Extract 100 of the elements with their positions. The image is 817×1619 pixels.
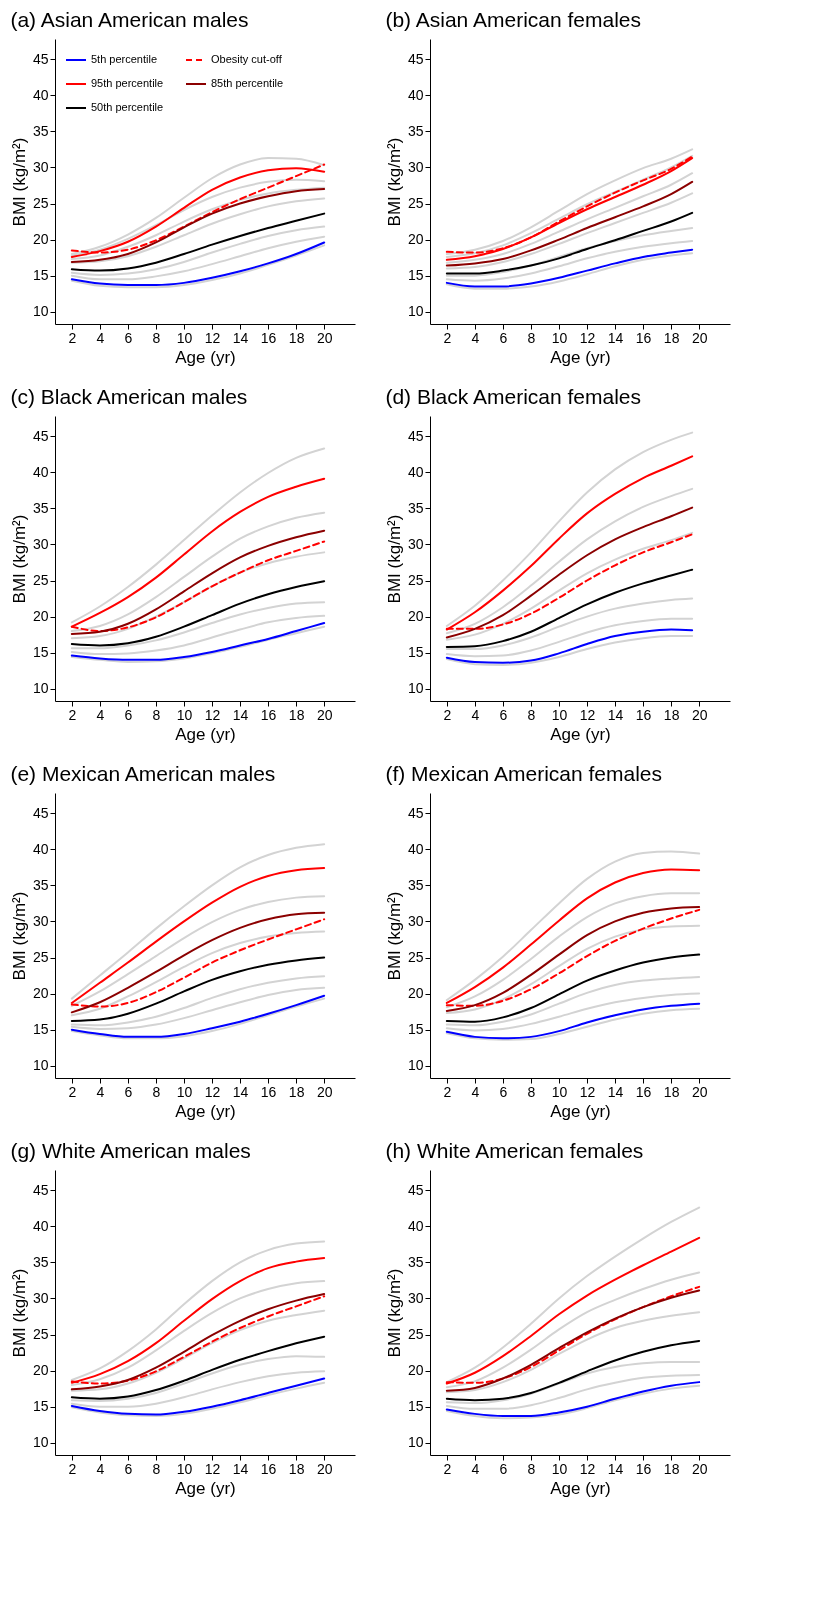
- x-axis-title: Age (yr): [175, 724, 236, 744]
- x-tick-label: 16: [635, 1460, 652, 1477]
- x-tick-label: 16: [635, 706, 652, 723]
- chart-title: (d) Black American females: [385, 385, 642, 408]
- x-tick-label: 6: [499, 706, 508, 723]
- y-tick-label: 25: [32, 572, 49, 589]
- y-tick-label: 35: [407, 1253, 424, 1270]
- x-tick-label: 8: [152, 1460, 161, 1477]
- x-tick-label: 2: [68, 1460, 77, 1477]
- y-tick-label: 30: [407, 158, 424, 175]
- x-axis-title: Age (yr): [175, 347, 236, 367]
- y-tick-label: 20: [32, 608, 49, 625]
- x-tick-label: 12: [204, 706, 221, 723]
- x-tick-label: 8: [527, 329, 536, 346]
- y-tick-label: 40: [407, 86, 424, 103]
- x-tick-label: 10: [551, 706, 568, 723]
- x-tick-label: 20: [316, 329, 333, 346]
- x-tick-label: 6: [499, 1083, 508, 1100]
- x-axis-title: Age (yr): [175, 1101, 236, 1121]
- y-tick-label: 15: [32, 644, 49, 661]
- y-tick-label: 25: [32, 1326, 49, 1343]
- x-tick-label: 4: [471, 329, 480, 346]
- y-tick-label: 40: [32, 840, 49, 857]
- x-tick-label: 14: [232, 706, 249, 723]
- legend-label: 95th percentile: [91, 77, 164, 89]
- x-tick-label: 14: [607, 1460, 624, 1477]
- y-tick-label: 40: [407, 1217, 424, 1234]
- x-tick-label: 10: [176, 329, 193, 346]
- x-tick-label: 6: [124, 1460, 133, 1477]
- x-tick-label: 16: [260, 1460, 277, 1477]
- legend-label: 85th percentile: [211, 77, 284, 89]
- y-tick-label: 30: [32, 158, 49, 175]
- y-tick-label: 25: [407, 195, 424, 212]
- x-tick-label: 6: [124, 329, 133, 346]
- x-tick-label: 2: [443, 1083, 452, 1100]
- legend-label: 50th percentile: [91, 101, 164, 113]
- x-tick-label: 4: [96, 706, 105, 723]
- y-tick-label: 10: [32, 680, 49, 697]
- y-tick-label: 35: [32, 499, 49, 516]
- x-tick-label: 16: [260, 1083, 277, 1100]
- x-tick-label: 18: [663, 1460, 680, 1477]
- x-axis-title: Age (yr): [550, 347, 611, 367]
- x-tick-label: 10: [551, 329, 568, 346]
- x-tick-label: 18: [288, 329, 305, 346]
- x-tick-label: 2: [443, 706, 452, 723]
- y-tick-label: 35: [407, 876, 424, 893]
- y-tick-label: 40: [32, 1217, 49, 1234]
- x-tick-label: 10: [176, 1460, 193, 1477]
- chart-title: (g) White American males: [10, 1139, 251, 1162]
- x-tick-label: 14: [607, 329, 624, 346]
- x-tick-label: 4: [96, 329, 105, 346]
- x-axis-title: Age (yr): [550, 724, 611, 744]
- y-tick-label: 30: [32, 1289, 49, 1306]
- y-tick-label: 20: [407, 608, 424, 625]
- y-tick-label: 20: [407, 1362, 424, 1379]
- x-tick-label: 18: [288, 1460, 305, 1477]
- y-tick-label: 35: [32, 1253, 49, 1270]
- chart-title: (h) White American females: [385, 1139, 644, 1162]
- x-tick-label: 6: [499, 1460, 508, 1477]
- y-tick-label: 35: [407, 499, 424, 516]
- x-tick-label: 2: [68, 706, 77, 723]
- x-tick-label: 12: [579, 706, 596, 723]
- y-tick-label: 35: [32, 122, 49, 139]
- x-tick-label: 8: [527, 1083, 536, 1100]
- y-tick-label: 30: [407, 912, 424, 929]
- x-tick-label: 2: [443, 329, 452, 346]
- y-tick-label: 45: [407, 50, 424, 67]
- y-tick-label: 35: [407, 122, 424, 139]
- x-tick-label: 18: [288, 706, 305, 723]
- x-tick-label: 8: [527, 706, 536, 723]
- y-tick-label: 40: [407, 463, 424, 480]
- y-tick-label: 40: [32, 86, 49, 103]
- x-tick-label: 10: [176, 706, 193, 723]
- y-tick-label: 25: [407, 572, 424, 589]
- x-tick-label: 12: [579, 329, 596, 346]
- x-tick-label: 12: [204, 1083, 221, 1100]
- y-tick-label: 20: [32, 1362, 49, 1379]
- y-tick-label: 45: [407, 1181, 424, 1198]
- y-tick-label: 10: [407, 1057, 424, 1074]
- x-tick-label: 2: [443, 1460, 452, 1477]
- x-axis-title: Age (yr): [550, 1478, 611, 1498]
- x-tick-label: 20: [691, 1460, 708, 1477]
- y-tick-label: 10: [32, 1434, 49, 1451]
- y-axis-title: BMI (kg/m²): [384, 1268, 404, 1358]
- y-tick-label: 15: [32, 267, 49, 284]
- x-tick-label: 16: [260, 706, 277, 723]
- x-axis-title: Age (yr): [550, 1101, 611, 1121]
- y-tick-label: 45: [407, 427, 424, 444]
- x-tick-label: 14: [232, 1083, 249, 1100]
- x-tick-label: 6: [124, 1083, 133, 1100]
- x-tick-label: 14: [232, 1460, 249, 1477]
- y-axis-title: BMI (kg/m²): [384, 137, 404, 227]
- y-tick-label: 25: [407, 1326, 424, 1343]
- y-tick-label: 25: [32, 949, 49, 966]
- x-tick-label: 14: [232, 329, 249, 346]
- x-tick-label: 18: [663, 706, 680, 723]
- y-axis-title: BMI (kg/m²): [9, 1268, 29, 1358]
- y-tick-label: 30: [407, 535, 424, 552]
- x-tick-label: 4: [471, 1083, 480, 1100]
- y-tick-label: 15: [407, 644, 424, 661]
